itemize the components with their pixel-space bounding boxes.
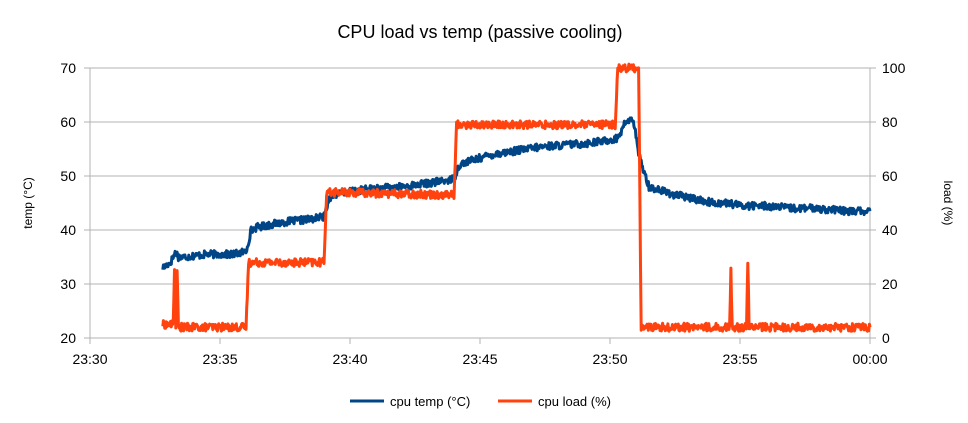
legend-label-temp: cpu temp (°C) — [390, 394, 470, 409]
x-tick-labels: 23:30 23:35 23:40 23:45 23:50 23:55 00:00 — [72, 351, 887, 367]
x-tick-label: 23:30 — [72, 351, 107, 367]
right-tick-label: 40 — [882, 222, 898, 238]
x-tick-label: 23:55 — [722, 351, 757, 367]
x-tick-label: 00:00 — [852, 351, 887, 367]
series-line-cpu-load — [161, 62, 872, 333]
right-tick-label: 100 — [882, 60, 906, 76]
left-tick-label: 60 — [60, 114, 76, 130]
right-tick-label: 0 — [882, 330, 890, 346]
left-tick-label: 50 — [60, 168, 76, 184]
right-tick-label: 60 — [882, 168, 898, 184]
x-tick-label: 23:35 — [202, 351, 237, 367]
x-tick-label: 23:40 — [332, 351, 367, 367]
legend: cpu temp (°C) cpu load (%) — [350, 394, 611, 409]
right-tick-label: 20 — [882, 276, 898, 292]
left-tick-label: 70 — [60, 60, 76, 76]
right-y-tick-labels: 0 20 40 60 80 100 — [882, 60, 906, 346]
x-tick-label: 23:45 — [462, 351, 497, 367]
right-tick-label: 80 — [882, 114, 898, 130]
left-tick-label: 40 — [60, 222, 76, 238]
left-y-tick-labels: 20 30 40 50 60 70 — [60, 60, 76, 346]
left-tick-label: 20 — [60, 330, 76, 346]
series-line-cpu-temp — [161, 116, 872, 270]
left-tick-label: 30 — [60, 276, 76, 292]
x-tick-label: 23:50 — [592, 351, 627, 367]
chart-title: CPU load vs temp (passive cooling) — [337, 22, 622, 42]
series-lines — [161, 62, 872, 333]
right-axis-title: load (%) — [941, 181, 955, 226]
legend-label-load: cpu load (%) — [538, 394, 611, 409]
left-axis-title: temp (°C) — [21, 177, 35, 228]
axes — [84, 67, 876, 344]
